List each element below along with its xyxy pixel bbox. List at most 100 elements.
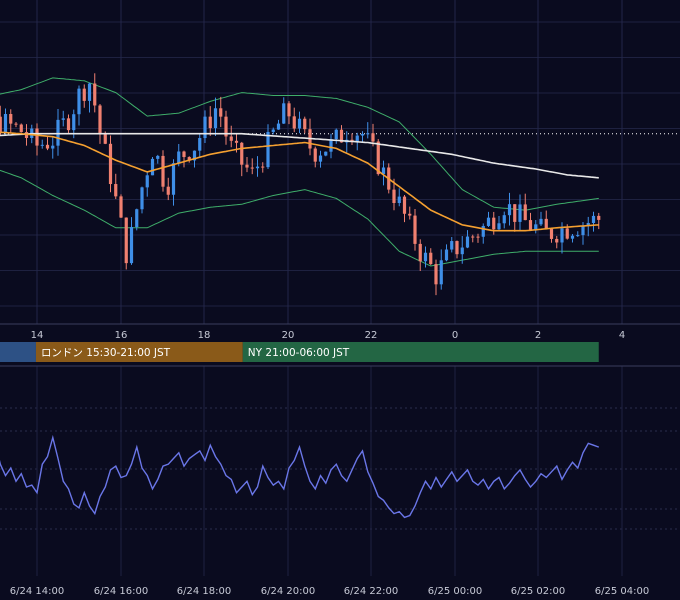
candle-body	[460, 247, 464, 255]
candle-body	[518, 204, 522, 222]
candle-body	[24, 132, 29, 139]
candle-body	[177, 151, 181, 164]
candle-body	[381, 167, 386, 175]
candle-body	[318, 155, 323, 162]
candle-body	[523, 204, 527, 221]
candle-body	[224, 116, 228, 137]
candle-body	[429, 252, 433, 265]
candle-body	[240, 142, 244, 165]
candle-body	[313, 148, 317, 162]
hour-tick-label: 2	[535, 330, 541, 341]
candle-body	[544, 218, 548, 229]
candle-body	[444, 249, 449, 261]
candle-body	[360, 133, 365, 136]
candle-body	[534, 224, 538, 230]
candle-body	[119, 196, 123, 218]
oscillator-grid	[0, 365, 680, 576]
candle-body	[129, 227, 134, 264]
hour-tick-label: 20	[282, 330, 295, 341]
session-bar: ロンドン 15:30-21:00 JST NY 21:00-06:00 JST	[0, 342, 599, 362]
time-tick-label: 6/25 04:00	[595, 586, 649, 597]
candle-body	[539, 218, 543, 225]
candle-body	[255, 166, 260, 169]
candle-body	[72, 114, 76, 131]
candle-body	[581, 225, 585, 236]
time-tick-label: 6/24 20:00	[261, 586, 315, 597]
bollinger-lower	[0, 169, 599, 267]
moving-averages	[0, 131, 599, 232]
candle-body	[261, 166, 265, 168]
candle-body	[492, 217, 496, 230]
candle-body	[135, 209, 139, 228]
bollinger-upper	[0, 77, 599, 211]
price-panel	[0, 0, 680, 325]
candle-body	[161, 155, 165, 187]
candle-body	[114, 184, 118, 197]
fast-moving-average	[0, 131, 599, 232]
candle-body	[150, 158, 155, 176]
candle-body	[66, 118, 71, 131]
candle-body	[156, 155, 160, 159]
candle-body	[560, 228, 564, 243]
hour-tick-label: 14	[31, 330, 44, 341]
time-tick-label: 6/25 02:00	[511, 586, 565, 597]
candle-body	[339, 129, 344, 143]
candle-body	[565, 228, 569, 239]
candle-body	[355, 135, 359, 142]
candle-body	[434, 264, 438, 285]
candle-body	[271, 129, 275, 132]
hour-tick-label: 4	[619, 330, 625, 341]
candle-body	[276, 123, 281, 130]
candle-body	[3, 114, 8, 134]
hour-tick-label: 18	[198, 330, 211, 341]
session-label: ロンドン 15:30-21:00 JST	[41, 347, 171, 359]
candle-body	[166, 186, 170, 195]
candle-body	[555, 238, 559, 243]
candle-body	[124, 217, 128, 264]
candle-body	[576, 235, 580, 237]
candle-body	[35, 128, 39, 146]
candle-body	[334, 129, 338, 140]
time-tick-label: 6/25 00:00	[428, 586, 482, 597]
candle-body	[208, 116, 212, 129]
candle-body	[198, 138, 202, 151]
candle-body	[51, 145, 55, 149]
candle-body	[87, 83, 92, 101]
candle-body	[481, 225, 485, 237]
candle-body	[397, 196, 401, 204]
candle-body	[187, 157, 191, 161]
candle-body	[366, 133, 370, 135]
candle-body	[40, 144, 44, 146]
candle-body	[56, 119, 60, 146]
candle-body	[219, 108, 223, 117]
candle-body	[402, 196, 407, 214]
candle-body	[439, 260, 443, 285]
candle-body	[418, 243, 422, 262]
oscillator-line-wrap	[0, 434, 600, 519]
bollinger-bands	[0, 77, 599, 267]
session-segment	[0, 342, 36, 362]
oscillator-line	[0, 434, 600, 519]
candle-body	[507, 204, 512, 216]
candle-body	[376, 141, 380, 175]
candle-body	[77, 88, 81, 115]
candles	[0, 73, 601, 296]
slow-moving-average	[0, 132, 599, 179]
candle-body	[192, 150, 197, 161]
candle-body	[61, 118, 65, 120]
candle-body	[476, 236, 480, 238]
candle-body	[392, 189, 396, 204]
hour-axis: 14 16 18 20 22 0 2 4	[31, 330, 626, 341]
candle-body	[287, 103, 291, 117]
candle-body	[497, 223, 501, 230]
candle-body	[371, 133, 375, 142]
hour-tick-label: 0	[452, 330, 458, 341]
candle-body	[103, 134, 107, 144]
time-axis: 6/24 14:00 6/24 16:00 6/24 18:00 6/24 20:00…	[10, 586, 649, 597]
candle-body	[570, 235, 575, 239]
candle-body	[324, 151, 328, 156]
candle-body	[9, 114, 13, 124]
candle-body	[108, 143, 113, 185]
candle-body	[266, 131, 270, 168]
